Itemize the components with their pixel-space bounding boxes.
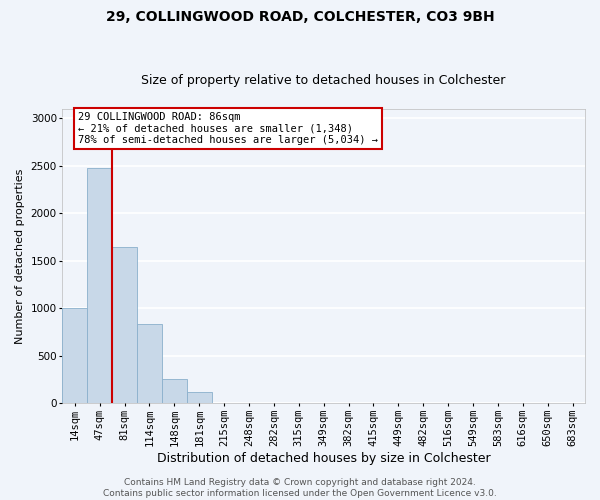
Y-axis label: Number of detached properties: Number of detached properties [15,168,25,344]
Bar [187,392,212,404]
Bar [112,246,137,404]
Bar [62,308,87,404]
Bar [137,324,162,404]
Text: 29 COLLINGWOOD ROAD: 86sqm
← 21% of detached houses are smaller (1,348)
78% of s: 29 COLLINGWOOD ROAD: 86sqm ← 21% of deta… [78,112,378,145]
Bar [87,168,112,404]
Text: 29, COLLINGWOOD ROAD, COLCHESTER, CO3 9BH: 29, COLLINGWOOD ROAD, COLCHESTER, CO3 9B… [106,10,494,24]
Bar [162,378,187,404]
Text: Contains HM Land Registry data © Crown copyright and database right 2024.
Contai: Contains HM Land Registry data © Crown c… [103,478,497,498]
X-axis label: Distribution of detached houses by size in Colchester: Distribution of detached houses by size … [157,452,490,465]
Title: Size of property relative to detached houses in Colchester: Size of property relative to detached ho… [142,74,506,87]
